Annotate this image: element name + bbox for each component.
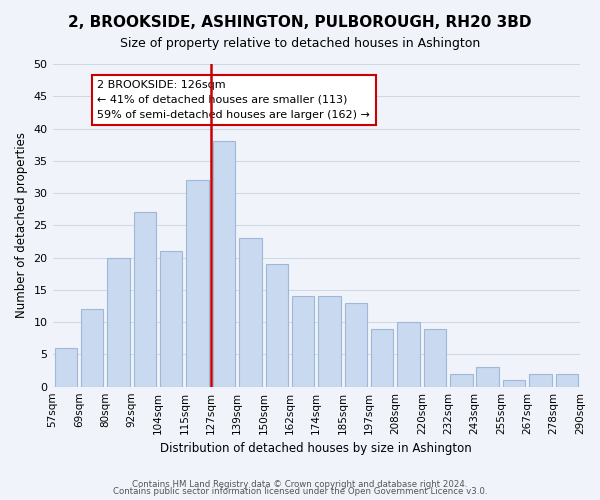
Bar <box>187 180 209 386</box>
Bar <box>266 264 288 386</box>
Bar <box>292 296 314 386</box>
Text: Contains HM Land Registry data © Crown copyright and database right 2024.: Contains HM Land Registry data © Crown c… <box>132 480 468 489</box>
Bar <box>160 251 182 386</box>
Bar <box>55 348 77 387</box>
X-axis label: Distribution of detached houses by size in Ashington: Distribution of detached houses by size … <box>160 442 472 455</box>
Text: 2 BROOKSIDE: 126sqm
← 41% of detached houses are smaller (113)
59% of semi-detac: 2 BROOKSIDE: 126sqm ← 41% of detached ho… <box>97 80 370 120</box>
Bar <box>556 374 578 386</box>
Bar <box>344 303 367 386</box>
Bar <box>529 374 551 386</box>
Text: Size of property relative to detached houses in Ashington: Size of property relative to detached ho… <box>120 38 480 51</box>
Bar <box>318 296 341 386</box>
Bar <box>81 309 103 386</box>
Bar <box>371 328 394 386</box>
Bar <box>239 238 262 386</box>
Bar <box>503 380 525 386</box>
Bar <box>476 368 499 386</box>
Text: Contains public sector information licensed under the Open Government Licence v3: Contains public sector information licen… <box>113 488 487 496</box>
Text: 2, BROOKSIDE, ASHINGTON, PULBOROUGH, RH20 3BD: 2, BROOKSIDE, ASHINGTON, PULBOROUGH, RH2… <box>68 15 532 30</box>
Bar <box>397 322 420 386</box>
Bar <box>213 142 235 386</box>
Bar <box>107 258 130 386</box>
Bar <box>134 212 156 386</box>
Bar <box>450 374 473 386</box>
Bar <box>424 328 446 386</box>
Y-axis label: Number of detached properties: Number of detached properties <box>15 132 28 318</box>
